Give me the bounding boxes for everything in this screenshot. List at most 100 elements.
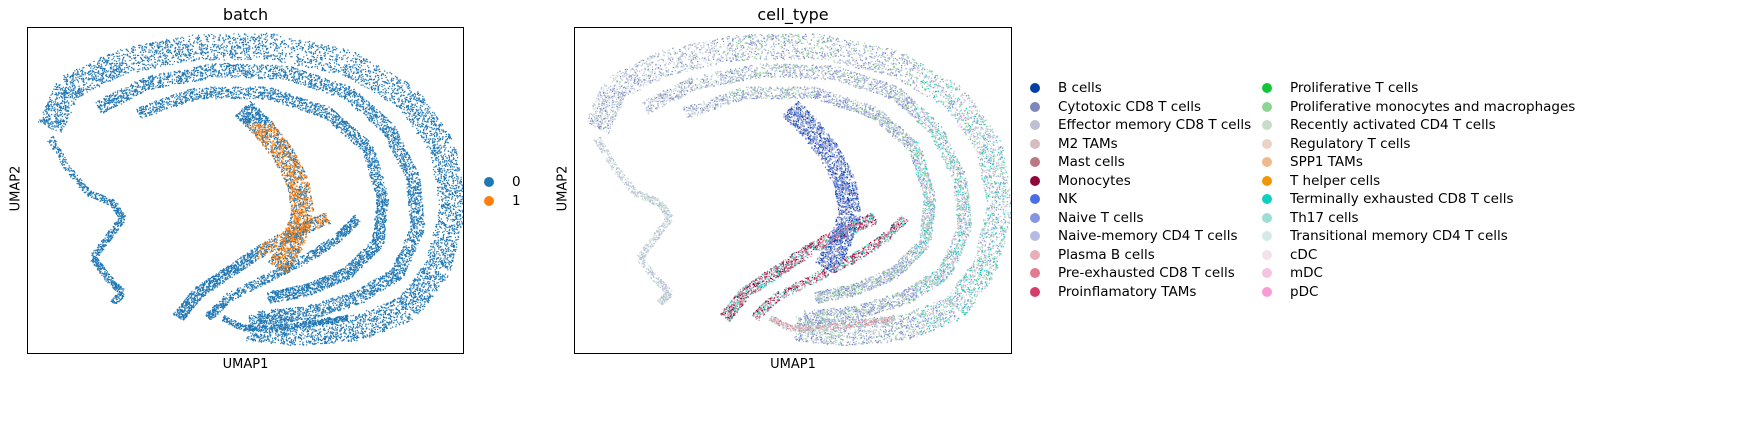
cell-point — [267, 52, 269, 54]
cell-point — [97, 75, 99, 77]
cell-point — [111, 62, 114, 65]
cell-point — [121, 71, 123, 73]
cell-point — [112, 57, 115, 60]
cell-point — [433, 246, 435, 249]
cell-point — [444, 153, 446, 155]
cell-point — [380, 95, 383, 98]
cell-point — [110, 66, 112, 68]
cell-point — [233, 33, 235, 35]
cell-point — [407, 107, 410, 109]
cell-point — [119, 71, 121, 73]
cell-point — [322, 48, 325, 51]
cell-point — [351, 75, 354, 77]
cell-point — [412, 279, 414, 282]
cell-point — [289, 331, 292, 333]
cell-point — [238, 42, 241, 44]
cell-point — [358, 56, 360, 58]
cell-point — [461, 222, 463, 224]
cell-point — [438, 245, 440, 247]
cell-point — [360, 79, 362, 81]
cell-point — [219, 34, 221, 36]
cell-point — [425, 107, 427, 110]
cell-point — [291, 56, 293, 58]
cell-point — [420, 126, 422, 128]
cell-point — [362, 336, 364, 339]
cell-point — [199, 52, 202, 54]
cell-point — [457, 168, 459, 170]
cell-point — [416, 299, 418, 301]
cell-point — [86, 91, 88, 93]
cell-point — [279, 322, 281, 324]
cell-point — [211, 49, 214, 51]
cell-point — [241, 38, 243, 40]
cell-point — [328, 342, 330, 344]
cell-point — [451, 253, 453, 256]
cell-point — [66, 100, 69, 102]
cell-point — [448, 179, 450, 181]
cell-point — [434, 170, 436, 173]
cell-point — [335, 328, 337, 330]
cell-point — [274, 48, 276, 50]
cell-point — [437, 156, 440, 158]
cell-point — [97, 72, 100, 74]
cell-point — [291, 339, 293, 341]
cell-point — [47, 121, 49, 123]
cell-point — [203, 52, 206, 54]
cell-point — [445, 252, 447, 255]
cell-point — [62, 107, 65, 110]
cell-point — [139, 68, 141, 70]
cell-point — [305, 52, 307, 54]
cell-point — [292, 340, 294, 343]
cell-point — [53, 103, 55, 105]
cell-point — [358, 336, 360, 339]
cell-point — [438, 124, 440, 126]
cell-point — [189, 54, 192, 57]
cell-point — [316, 56, 318, 59]
cell-point — [443, 233, 445, 236]
cell-point — [165, 51, 168, 53]
cell-point — [373, 333, 375, 335]
cell-point — [408, 84, 410, 87]
cell-point — [203, 34, 205, 36]
cell-point — [182, 39, 185, 42]
cell-point — [414, 112, 416, 114]
cell-point — [365, 325, 367, 327]
cell-point — [392, 303, 395, 305]
cell-point — [229, 43, 231, 45]
cell-point — [436, 143, 439, 145]
cell-point — [411, 296, 413, 298]
cell-point — [164, 41, 167, 43]
cell-point — [58, 110, 61, 112]
cell-point — [74, 86, 76, 88]
cell-point — [442, 130, 444, 133]
cell-point — [424, 263, 426, 266]
cell-point — [93, 77, 96, 80]
cell-point — [443, 230, 445, 233]
cell-point — [276, 45, 279, 47]
cell-point — [191, 60, 193, 62]
cell-point — [414, 302, 417, 305]
cell-point — [129, 59, 131, 62]
cell-point — [379, 93, 381, 95]
cell-point — [254, 323, 257, 325]
cell-point — [425, 138, 428, 140]
cell-point — [319, 62, 321, 64]
cell-point — [452, 253, 454, 255]
cell-point — [362, 335, 364, 337]
cell-point — [438, 203, 440, 206]
cell-point — [423, 136, 425, 138]
cell-point — [173, 56, 175, 59]
cell-point — [434, 131, 437, 133]
cell-point — [71, 74, 73, 77]
cell-point — [429, 285, 431, 288]
cell-point — [421, 101, 423, 103]
cell-point — [424, 290, 426, 293]
cell-point — [150, 66, 152, 69]
cell-point — [390, 315, 392, 317]
cell-point — [102, 60, 104, 62]
cell-point — [88, 64, 90, 67]
cell-point — [405, 300, 408, 302]
cell-point — [221, 43, 224, 45]
cell-point — [418, 97, 421, 99]
cell-point — [437, 261, 439, 263]
